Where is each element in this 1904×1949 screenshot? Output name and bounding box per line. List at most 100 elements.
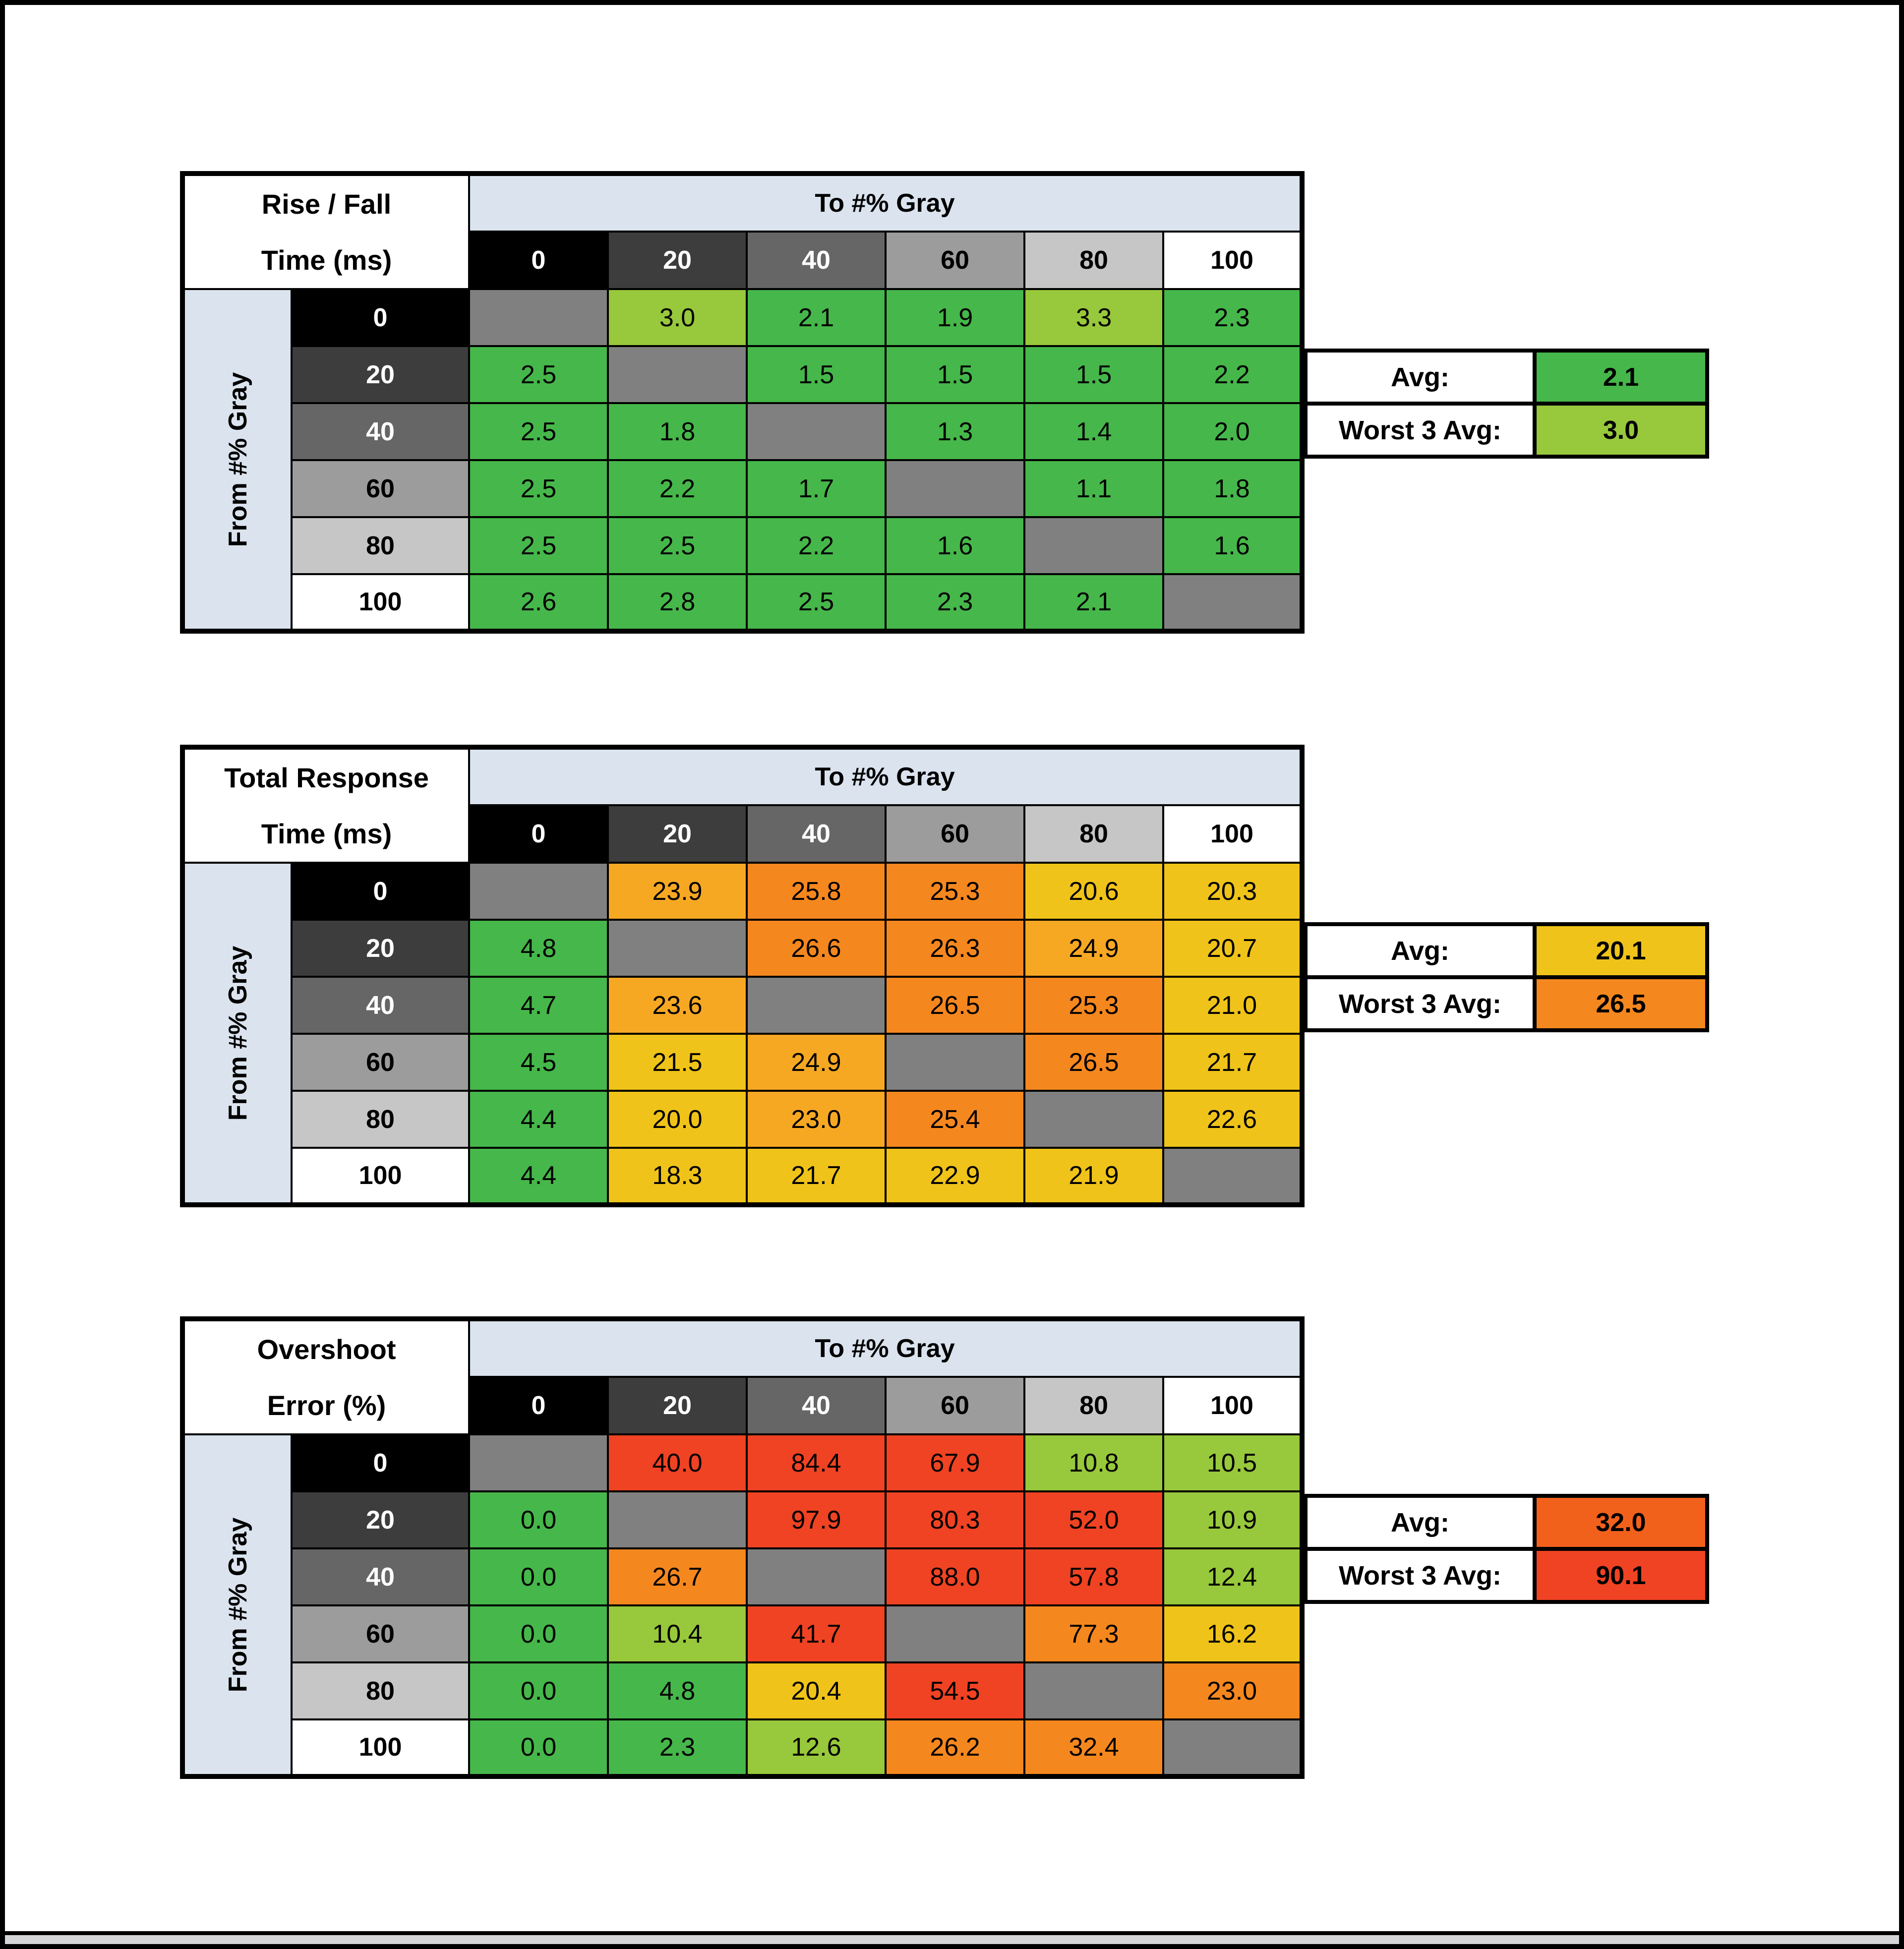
value-cell: 2.8 <box>607 573 748 632</box>
row-axis-band: From #% Gray <box>181 1433 293 1777</box>
avg-row: Avg: 32.0 <box>1304 1494 1709 1551</box>
value-cell: 2.3 <box>607 1718 748 1777</box>
row-header-0: 0 <box>291 862 470 921</box>
worst3-value: 3.0 <box>1537 402 1709 459</box>
worst3-value: 26.5 <box>1537 975 1709 1032</box>
col-axis-label: To #% Gray <box>468 1318 1303 1378</box>
row-header-100: 100 <box>291 573 470 632</box>
row-header-20: 20 <box>291 345 470 404</box>
row-header-0: 0 <box>291 288 470 347</box>
value-cell: 12.4 <box>1162 1547 1303 1606</box>
row-header-40: 40 <box>291 402 470 461</box>
row-header-100: 100 <box>291 1147 470 1206</box>
row-header-80: 80 <box>291 1090 470 1149</box>
value-cell: 88.0 <box>885 1547 1025 1606</box>
diagonal-cell <box>607 919 748 978</box>
value-cell: 25.3 <box>885 862 1025 921</box>
value-cell: 23.0 <box>746 1090 887 1149</box>
value-cell: 26.3 <box>885 919 1025 978</box>
row-header-20: 20 <box>291 1490 470 1549</box>
row-axis-label: From #% Gray <box>223 945 252 1121</box>
value-cell: 1.6 <box>1162 516 1303 575</box>
avg-label: Avg: <box>1304 1494 1537 1551</box>
value-cell: 25.4 <box>885 1090 1025 1149</box>
value-cell: 1.8 <box>1162 459 1303 518</box>
value-cell: 1.6 <box>885 516 1025 575</box>
value-cell: 25.3 <box>1023 976 1164 1035</box>
col-header-60: 60 <box>885 230 1025 290</box>
col-axis-label: To #% Gray <box>468 746 1303 806</box>
value-cell: 23.9 <box>607 862 748 921</box>
avg-row: Avg: 20.1 <box>1304 922 1709 979</box>
total-response-time-grid: Total Response Time (ms) To #% Gray 0 20 40 60… <box>180 745 1305 1207</box>
value-cell: 20.4 <box>746 1661 887 1720</box>
value-cell: 2.5 <box>468 516 609 575</box>
value-cell: 52.0 <box>1023 1490 1164 1549</box>
value-cell: 20.0 <box>607 1090 748 1149</box>
value-cell: 2.2 <box>1162 345 1303 404</box>
col-header-60: 60 <box>885 1375 1025 1435</box>
overshoot-error-grid: Overshoot Error (%) To #% Gray 0 20 40 60 80 100… <box>180 1316 1305 1779</box>
worst3-label: Worst 3 Avg: <box>1304 402 1537 459</box>
value-cell: 67.9 <box>885 1433 1025 1492</box>
col-header-60: 60 <box>885 804 1025 864</box>
value-cell: 0.0 <box>468 1547 609 1606</box>
col-header-100: 100 <box>1162 230 1303 290</box>
col-header-0: 0 <box>468 804 609 864</box>
diagonal-cell <box>1162 1718 1303 1777</box>
diagonal-cell <box>1023 1661 1164 1720</box>
row-axis-band: From #% Gray <box>181 288 293 632</box>
col-header-40: 40 <box>746 230 887 290</box>
diagonal-cell <box>468 862 609 921</box>
value-cell: 3.3 <box>1023 288 1164 347</box>
row-header-0: 0 <box>291 1433 470 1492</box>
value-cell: 24.9 <box>746 1033 887 1092</box>
diagonal-cell <box>746 1547 887 1606</box>
diagonal-cell <box>885 459 1025 518</box>
value-cell: 2.3 <box>1162 288 1303 347</box>
value-cell: 21.0 <box>1162 976 1303 1035</box>
value-cell: 1.5 <box>885 345 1025 404</box>
diagonal-cell <box>607 345 748 404</box>
avg-label: Avg: <box>1304 922 1537 979</box>
rise-fall-time-block: Rise / Fall Time (ms) To #% Gray 0 20 40 60 80 1… <box>180 171 1709 634</box>
value-cell: 12.6 <box>746 1718 887 1777</box>
value-cell: 20.7 <box>1162 919 1303 978</box>
diagonal-cell <box>1162 573 1303 632</box>
value-cell: 2.0 <box>1162 402 1303 461</box>
value-cell: 2.5 <box>746 573 887 632</box>
diagonal-cell <box>607 1490 748 1549</box>
value-cell: 1.8 <box>607 402 748 461</box>
value-cell: 21.5 <box>607 1033 748 1092</box>
row-axis-label: From #% Gray <box>223 372 252 547</box>
row-header-80: 80 <box>291 1661 470 1720</box>
value-cell: 23.0 <box>1162 1661 1303 1720</box>
col-header-100: 100 <box>1162 804 1303 864</box>
value-cell: 2.1 <box>746 288 887 347</box>
table-title-line1: Overshoot <box>257 1334 396 1365</box>
value-cell: 1.9 <box>885 288 1025 347</box>
row-axis-label: From #% Gray <box>223 1517 252 1692</box>
value-cell: 1.5 <box>746 345 887 404</box>
overshoot-error-summary: Avg: 32.0 Worst 3 Avg: 90.1 <box>1304 1494 1709 1604</box>
table-title-line1: Rise / Fall <box>261 188 392 220</box>
value-cell: 1.7 <box>746 459 887 518</box>
diagonal-cell <box>746 976 887 1035</box>
col-axis-label: To #% Gray <box>468 173 1303 233</box>
total-response-time-title: Total Response Time (ms) <box>181 746 470 864</box>
row-header-60: 60 <box>291 1033 470 1092</box>
avg-value: 2.1 <box>1537 349 1709 406</box>
worst3-label: Worst 3 Avg: <box>1304 1547 1537 1604</box>
diagonal-cell <box>885 1604 1025 1663</box>
value-cell: 18.3 <box>607 1147 748 1206</box>
value-cell: 4.4 <box>468 1147 609 1206</box>
value-cell: 10.8 <box>1023 1433 1164 1492</box>
row-header-40: 40 <box>291 976 470 1035</box>
value-cell: 26.6 <box>746 919 887 978</box>
row-header-60: 60 <box>291 459 470 518</box>
value-cell: 4.4 <box>468 1090 609 1149</box>
rise-fall-time-summary: Avg: 2.1 Worst 3 Avg: 3.0 <box>1304 349 1709 459</box>
value-cell: 40.0 <box>607 1433 748 1492</box>
col-header-0: 0 <box>468 230 609 290</box>
